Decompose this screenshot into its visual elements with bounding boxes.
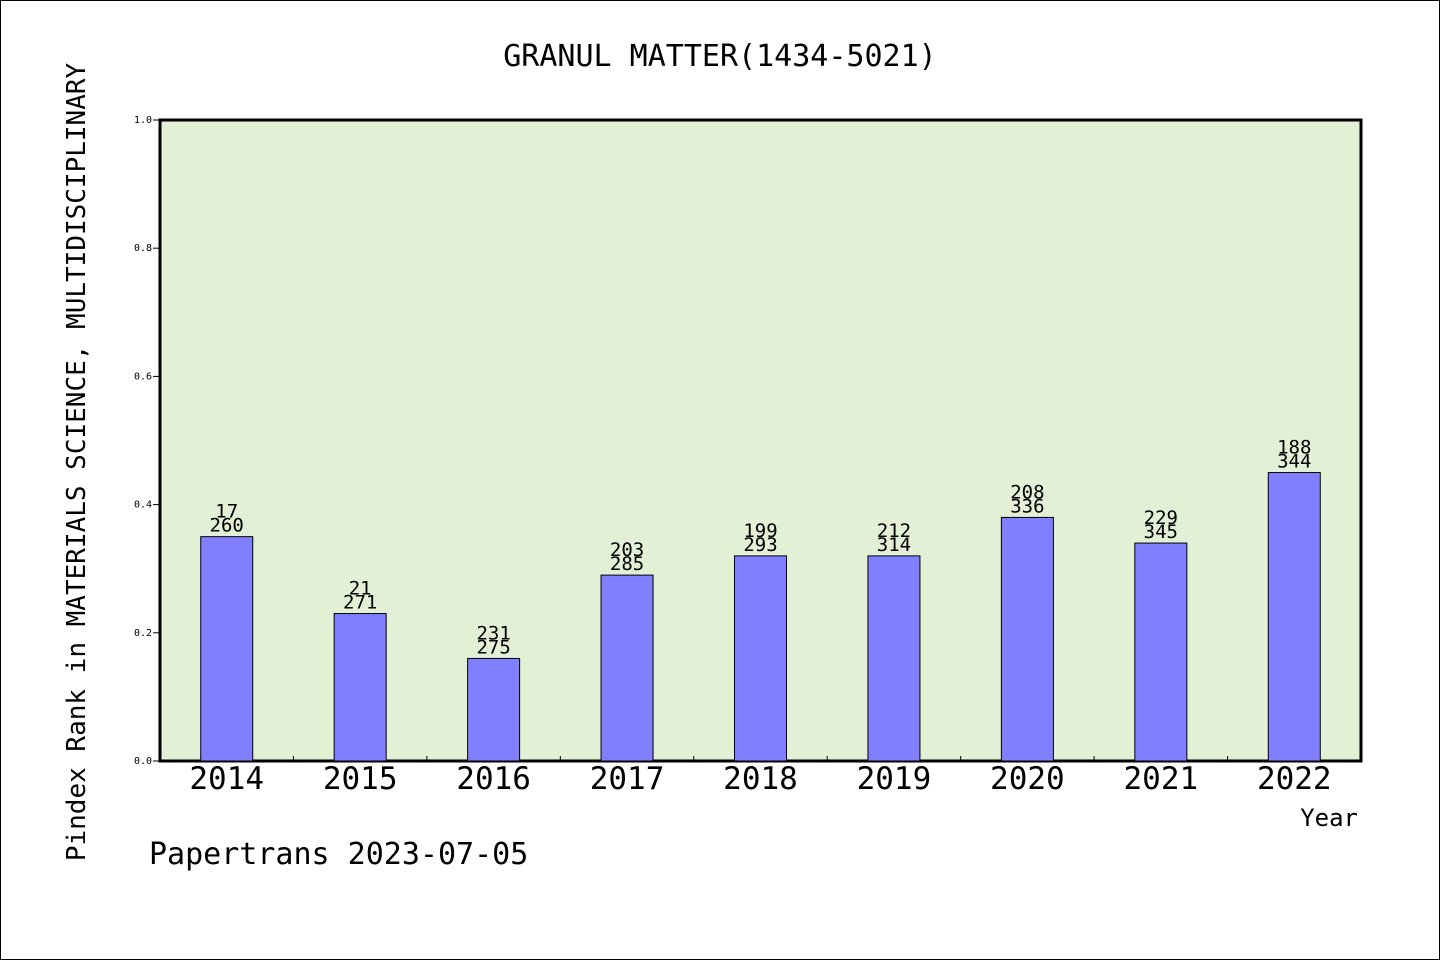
y-tick-label: 0.6: [134, 371, 152, 382]
bar-2021: [1134, 542, 1188, 762]
y-tick-label: 0.4: [134, 500, 152, 511]
x-tick-label: 2022: [1257, 761, 1332, 797]
bar-label-bottom: 336: [1010, 495, 1044, 517]
bar-label-bottom: 260: [210, 515, 244, 537]
bar-label-bottom: 314: [877, 534, 911, 556]
bar-label-top: 231: [476, 622, 510, 644]
bar-label-bottom: 345: [1144, 521, 1178, 543]
y-tick-label: 0.0: [134, 756, 152, 767]
bar-label-top: 212: [877, 520, 911, 542]
x-tick-label: 2015: [323, 761, 398, 797]
bar-2018: [734, 555, 787, 762]
bar-2015: [333, 613, 387, 762]
y-axis-label: Pindex Rank in MATERIALS SCIENCE, MULTID…: [62, 62, 92, 861]
bar-label-bottom: 285: [610, 553, 644, 575]
bar-label-top: 203: [610, 539, 644, 561]
x-tick-label: 2014: [189, 761, 264, 797]
bar-2017: [600, 574, 654, 762]
bar-label-top: 229: [1144, 507, 1178, 529]
bar-2016: [467, 657, 521, 762]
footer-credit: Papertrans 2023-07-05: [149, 837, 528, 872]
y-tick-label: 1.0: [134, 115, 152, 126]
x-tick-label: 2017: [590, 761, 665, 797]
bar-label-top: 17: [215, 501, 238, 523]
bar-2014: [200, 536, 254, 762]
y-tick-label: 0.2: [134, 628, 152, 639]
bar-label-top: 208: [1010, 481, 1044, 503]
bar-2020: [1000, 516, 1054, 762]
bar-label-top: 188: [1277, 437, 1311, 459]
x-tick-label: 2018: [723, 761, 798, 797]
y-tick-label: 0.8: [134, 243, 152, 254]
chart-title: GRANUL MATTER(1434-5021): [503, 39, 936, 74]
bar-label-top: 199: [743, 520, 777, 542]
bar-2022: [1267, 472, 1321, 762]
x-tick-label: 2019: [857, 761, 932, 797]
bar-label-bottom: 344: [1277, 451, 1311, 473]
bar-label-bottom: 275: [476, 636, 510, 658]
x-axis-label: Year: [1300, 804, 1358, 832]
x-tick-label: 2020: [990, 761, 1065, 797]
bar-label-top: 21: [349, 578, 372, 600]
x-tick-label: 2021: [1124, 761, 1199, 797]
x-tick-label: 2016: [456, 761, 531, 797]
bar-label-bottom: 293: [743, 534, 777, 556]
bar-label-bottom: 271: [343, 592, 377, 614]
bar-2019: [867, 555, 921, 762]
